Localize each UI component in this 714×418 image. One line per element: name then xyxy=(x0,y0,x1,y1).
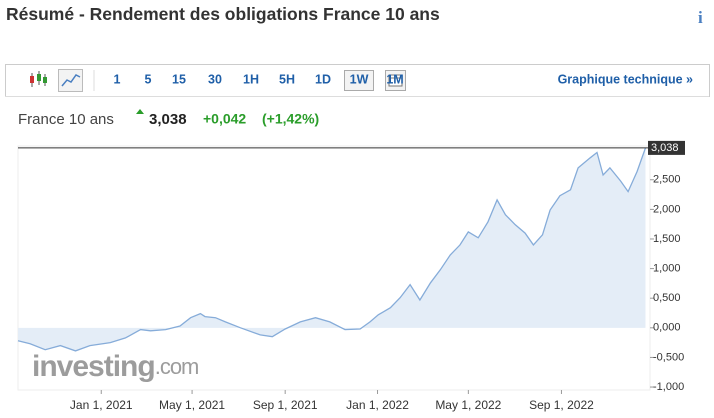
y-tick-label: 0,500 xyxy=(653,292,681,304)
x-tick-label: May 1, 2022 xyxy=(435,398,501,412)
watermark-brand: investing xyxy=(32,350,155,383)
y-tick-label: 1,500 xyxy=(653,233,681,245)
interval-button[interactable]: 5H xyxy=(279,72,295,86)
quote-name: France 10 ans xyxy=(18,111,114,128)
interval-button[interactable]: 15 xyxy=(172,72,186,86)
x-tick-label: Jan 1, 2022 xyxy=(346,398,409,412)
y-tick-label: 0,000 xyxy=(653,322,681,334)
plot-border xyxy=(17,145,651,391)
page-title: Résumé - Rendement des obligations Franc… xyxy=(6,4,440,24)
line-icon-button[interactable] xyxy=(58,69,83,92)
interval-button[interactable]: 1D xyxy=(315,72,331,86)
x-tick-label: May 1, 2021 xyxy=(159,398,225,412)
watermark-suffix: .com xyxy=(155,354,199,379)
y-tick-label: -1,000 xyxy=(653,381,684,393)
quote-change: +0,042 xyxy=(203,111,246,127)
quote-change-pct: (+1,42%) xyxy=(262,111,319,127)
interval-button[interactable]: 1H xyxy=(243,72,259,86)
line-icon xyxy=(61,74,81,87)
interval-button[interactable]: 30 xyxy=(208,72,222,86)
area xyxy=(18,147,646,351)
plot: -1,000 -0,500 0,000 0,500 1,000 1,500 2,000 2,5… xyxy=(17,140,685,412)
current-label: 3,038 xyxy=(651,142,679,154)
current-tag xyxy=(648,140,685,155)
y-tick-label: -0,500 xyxy=(653,351,684,363)
calendar-icon xyxy=(388,74,403,87)
info-button[interactable]: i xyxy=(698,8,703,27)
candle-icon[interactable] xyxy=(30,71,47,87)
up-arrow xyxy=(136,109,144,114)
x-tick-label: Sep 1, 2022 xyxy=(529,398,594,412)
y-tick-label: 2,000 xyxy=(653,203,681,215)
x-tick-label: Jan 1, 2021 xyxy=(70,398,133,412)
interval-button[interactable]: 1W xyxy=(350,72,369,86)
interval-button[interactable]: 5 xyxy=(145,72,152,86)
interval-button[interactable]: 1 xyxy=(114,72,121,86)
active-interval xyxy=(344,70,374,91)
line xyxy=(17,147,647,352)
x-tick-label: Sep 1, 2021 xyxy=(253,398,318,412)
technical-link[interactable]: Graphique technique » xyxy=(558,72,693,86)
watermark: investing.com xyxy=(32,350,198,383)
quote-price: 3,038 xyxy=(149,111,187,128)
y-tick-label: 1,000 xyxy=(653,262,681,274)
y-tick-label: 2,500 xyxy=(653,174,681,186)
interval-button[interactable]: 1M xyxy=(386,72,403,86)
